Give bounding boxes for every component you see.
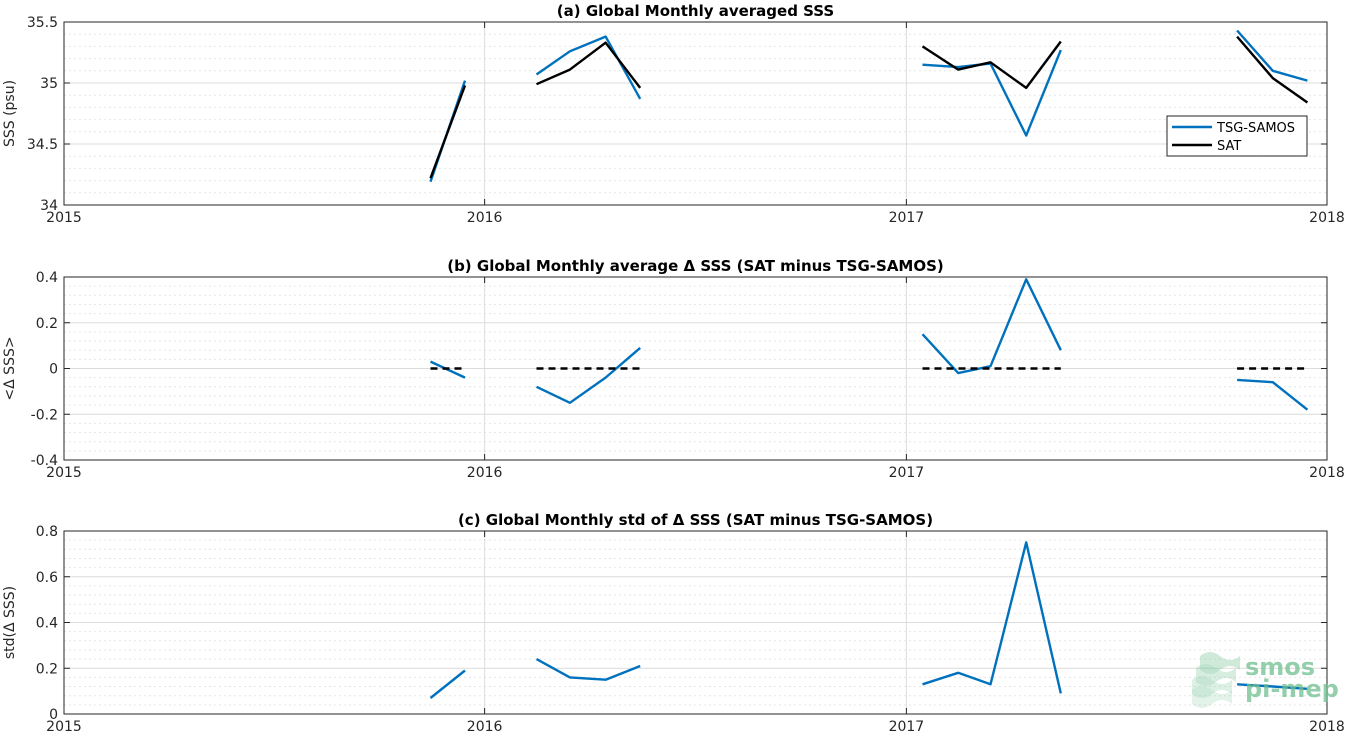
- y-axis-label: std(Δ SSS): [2, 586, 18, 659]
- y-tick-label: 35.5: [27, 15, 58, 31]
- x-tick-label: 2015: [46, 719, 82, 735]
- logo-wave-band: [1192, 686, 1232, 708]
- axes-box: [63, 21, 1328, 206]
- x-tick-label: 2017: [889, 719, 925, 735]
- x-tick-label: 2018: [1309, 465, 1345, 481]
- series-line-tsg-samos: [535, 35, 642, 100]
- series-line-delta: [535, 346, 641, 404]
- y-tick-label: 0.2: [36, 316, 58, 332]
- x-tick-label: 2016: [467, 465, 503, 481]
- y-tick-label: 0.4: [36, 616, 58, 632]
- x-tick-label: 2018: [1309, 210, 1345, 226]
- y-tick-label: 0: [49, 362, 58, 378]
- x-tick-label: 2017: [889, 465, 925, 481]
- y-tick-label: -0.2: [31, 407, 58, 423]
- legend: TSG-SAMOS SAT: [1166, 115, 1308, 157]
- series-line-tsg-samos: [1236, 29, 1308, 82]
- y-axis-label: SSS (psu): [2, 80, 18, 147]
- logo-wave-band: [1192, 676, 1232, 698]
- series-line-sat: [536, 41, 642, 89]
- panel-title: (b) Global Monthly average Δ SSS (SAT mi…: [447, 257, 944, 275]
- y-tick-label: -0.4: [31, 453, 58, 469]
- series-line-delta: [921, 278, 1062, 375]
- y-tick-label: 35: [40, 76, 58, 92]
- legend-label-sat: SAT: [1217, 139, 1241, 154]
- x-tick-label: 2015: [46, 465, 82, 481]
- logo-text-smos: smos: [1245, 653, 1315, 681]
- logo-wave-band: [1200, 652, 1240, 674]
- panel-b: -0.4 -0.2 0 0.2 0.4 2015 2016 2017 2018 (b) Globa…: [2, 257, 1345, 481]
- series-line-delta: [1237, 683, 1308, 690]
- panel-c: 0 0.2 0.4 0.6 0.8 2015 2016 2017 2018 (c) Global …: [2, 511, 1345, 735]
- y-tick-label: 0.2: [36, 661, 58, 677]
- panel-title: (a) Global Monthly averaged SSS: [557, 2, 834, 20]
- logo-text-pi-mep: pi-mep: [1245, 675, 1339, 703]
- series-line-delta: [922, 541, 1062, 694]
- y-tick-label: 34.5: [27, 137, 58, 153]
- logo-wave-band: [1196, 664, 1236, 686]
- series-line-delta: [1237, 378, 1309, 411]
- panel-title: (c) Global Monthly std of Δ SSS (SAT min…: [458, 511, 933, 529]
- series-line-sat: [1236, 35, 1309, 104]
- y-tick-label: 0: [49, 707, 58, 723]
- y-axis-label: <Δ SSS>: [2, 336, 18, 400]
- logo-wave-icon: [1192, 652, 1240, 708]
- series-line-sat: [921, 40, 1062, 90]
- legend-box: [1166, 115, 1308, 157]
- x-tick-label: 2018: [1309, 719, 1345, 735]
- y-tick-label: 0.8: [36, 524, 58, 540]
- legend-label-tsg: TSG-SAMOS: [1216, 121, 1295, 136]
- x-tick-label: 2016: [467, 210, 503, 226]
- series-line-delta: [429, 669, 466, 699]
- y-tick-label: 0.4: [36, 270, 58, 286]
- panel-a: 34 34.5 35 35.5 2015 2016 2017 2018 (a) Global M…: [2, 2, 1345, 226]
- x-tick-label: 2016: [467, 719, 503, 735]
- y-tick-label: 34: [40, 198, 58, 214]
- series-line-sat: [429, 84, 467, 179]
- x-tick-label: 2017: [889, 210, 925, 226]
- x-tick-label: 2015: [46, 210, 82, 226]
- series-line-delta: [535, 658, 641, 681]
- y-tick-label: 0.6: [36, 570, 58, 586]
